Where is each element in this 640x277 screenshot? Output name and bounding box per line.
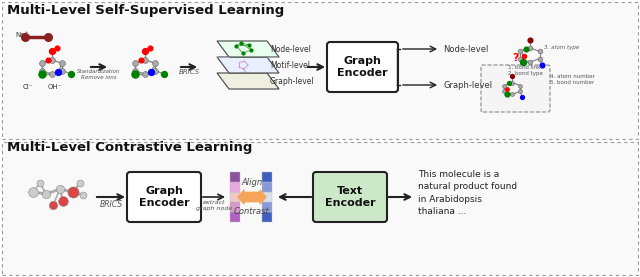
Bar	[262, 192, 272, 202]
Polygon shape	[217, 41, 279, 57]
Text: Graph
Encoder: Graph Encoder	[337, 56, 387, 78]
Bar	[262, 202, 272, 212]
Polygon shape	[217, 57, 279, 73]
Text: Node-level: Node-level	[270, 45, 311, 53]
Text: Graph-level: Graph-level	[443, 81, 492, 89]
Text: Multi-Level Self-Supervised Learning: Multi-Level Self-Supervised Learning	[7, 4, 284, 17]
Text: Node-level: Node-level	[443, 45, 488, 53]
FancyBboxPatch shape	[313, 172, 387, 222]
Bar	[230, 192, 240, 202]
FancyBboxPatch shape	[2, 142, 638, 275]
Text: Na⁺: Na⁺	[15, 32, 28, 38]
Text: Contrast: Contrast	[234, 207, 270, 216]
Text: extract
graph node: extract graph node	[196, 200, 232, 211]
Text: Multi-Level Contrastive Learning: Multi-Level Contrastive Learning	[7, 141, 252, 154]
Text: Motif-level: Motif-level	[270, 60, 310, 70]
Bar	[230, 182, 240, 192]
Text: Graph-level: Graph-level	[270, 76, 315, 86]
Polygon shape	[217, 73, 279, 89]
Bar	[230, 212, 240, 222]
Bar	[230, 172, 240, 182]
FancyBboxPatch shape	[481, 65, 550, 112]
Bar	[262, 182, 272, 192]
FancyBboxPatch shape	[127, 172, 201, 222]
Text: Graph
Encoder: Graph Encoder	[139, 186, 189, 208]
Text: 1. bond link
2. bond type: 1. bond link 2. bond type	[508, 65, 543, 76]
Bar	[262, 212, 272, 222]
Text: 3. atom type: 3. atom type	[544, 45, 579, 50]
Text: Text
Encoder: Text Encoder	[324, 186, 375, 208]
Text: 4. atom number
5. bond number: 4. atom number 5. bond number	[550, 75, 595, 85]
Bar	[262, 172, 272, 182]
FancyBboxPatch shape	[2, 2, 638, 139]
Text: This molecule is a
natural product found
in Arabidopsis
thaliana ...: This molecule is a natural product found…	[418, 170, 517, 216]
Bar	[230, 202, 240, 212]
Text: BRICS: BRICS	[179, 69, 200, 75]
Text: Align: Align	[241, 178, 262, 187]
Text: Cl⁻: Cl⁻	[23, 84, 33, 90]
Text: Standardization
Remove ions: Standardization Remove ions	[77, 69, 121, 80]
FancyArrow shape	[238, 190, 260, 204]
Text: BRICS: BRICS	[99, 200, 123, 209]
Text: ?: ?	[512, 53, 519, 63]
Text: OH⁻: OH⁻	[48, 84, 62, 90]
FancyBboxPatch shape	[327, 42, 398, 92]
FancyArrow shape	[244, 190, 266, 204]
